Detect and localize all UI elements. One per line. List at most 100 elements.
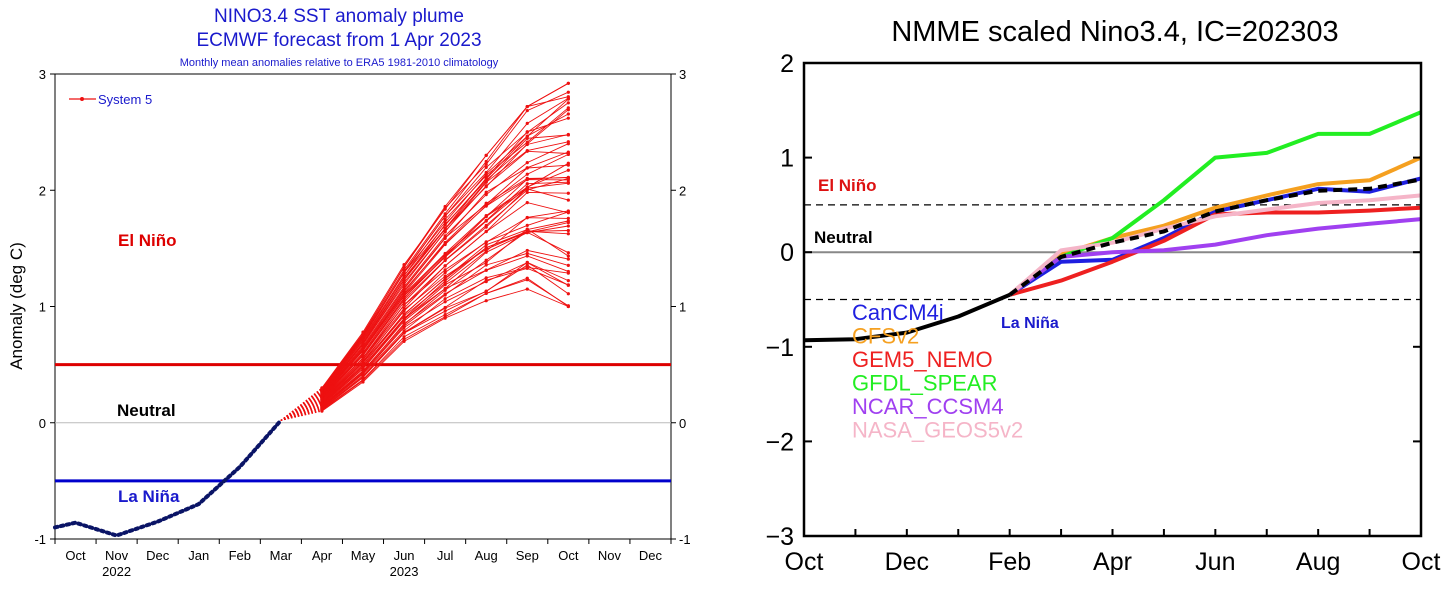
ensemble-point <box>525 185 529 189</box>
ensemble-point <box>443 242 447 246</box>
ensemble-point <box>566 211 570 215</box>
ensemble-point <box>443 315 447 319</box>
left-la-nina-label: La Niña <box>118 487 180 506</box>
ensemble-point <box>566 95 570 99</box>
left-note: Monthly mean anomalies relative to ERA5 … <box>180 57 499 69</box>
ensemble-point <box>525 251 529 256</box>
right-axis-ticks: −3 −2 −1 0 1 2 Oct Dec Feb Apr Jun Aug Oct <box>765 50 1440 576</box>
ensemble-point <box>443 268 447 272</box>
ensemble-point <box>484 263 488 267</box>
ensemble-point <box>525 190 529 195</box>
ensemble-point <box>525 134 529 138</box>
left-month-label: Oct <box>65 548 86 563</box>
ensemble-point <box>443 264 447 268</box>
ensemble-point <box>566 263 570 267</box>
ensemble-point <box>566 198 570 202</box>
right-y-tick-label: −1 <box>765 334 794 362</box>
ensemble-point <box>566 116 570 120</box>
ensemble-point <box>566 81 570 85</box>
ensemble-point <box>566 178 570 182</box>
legend-system5: System 5 <box>98 92 152 107</box>
left-month-label: Oct <box>558 548 579 563</box>
ensemble-point <box>484 218 488 223</box>
ensemble-point <box>443 281 447 286</box>
ensemble-point <box>566 304 570 308</box>
left-observed-series <box>53 418 283 538</box>
ensemble-point <box>402 303 406 307</box>
ensemble-point <box>484 299 488 303</box>
right-x-tick-label: Oct <box>1402 548 1441 576</box>
ensemble-point <box>484 268 488 272</box>
left-month-label: Jan <box>188 548 209 563</box>
right-y-tick-label: 1 <box>780 145 794 173</box>
left-y-tick-label-right: 0 <box>679 416 686 431</box>
ensemble-point <box>566 191 570 195</box>
ensemble-point <box>484 170 488 175</box>
observed-line <box>53 418 283 538</box>
ensemble-point <box>443 286 447 291</box>
ensemble-point <box>566 228 570 233</box>
ensemble-point <box>402 337 406 341</box>
ensemble-point <box>566 140 570 144</box>
ensemble-point <box>525 166 529 170</box>
ensemble-point <box>525 108 529 113</box>
model-line-gfdl_spear <box>1008 110 1422 297</box>
right-x-tick-label: Aug <box>1296 548 1340 576</box>
ensemble-point <box>566 251 570 255</box>
ensemble-point <box>484 258 488 262</box>
model-line-nasa_geos5v2 <box>1008 193 1422 297</box>
left-y-tick-label-right: -1 <box>679 532 691 547</box>
ensemble-point <box>484 276 488 280</box>
left-y-tick-label-right: 3 <box>679 67 686 82</box>
ensemble-point <box>402 335 406 339</box>
ensemble-point <box>402 306 406 310</box>
ensemble-point <box>525 172 529 176</box>
ensemble-point <box>525 278 529 282</box>
left-legend: System 5 <box>69 92 152 107</box>
left-subtitle: ECMWF forecast from 1 Apr 2023 <box>196 30 481 51</box>
ensemble-point <box>525 287 529 291</box>
ensemble-point <box>566 257 570 261</box>
ensemble-point <box>402 263 406 267</box>
right-neutral-label: Neutral <box>814 228 873 247</box>
right-y-tick-label: 2 <box>780 50 794 78</box>
ensemble-point <box>443 309 447 313</box>
ensemble-point <box>443 277 447 281</box>
ensemble-point <box>402 329 406 333</box>
ensemble-point <box>566 224 570 228</box>
legend-entry-gem5_nemo: GEM5_NEMO <box>852 347 993 372</box>
ensemble-point <box>484 190 488 194</box>
ensemble-point <box>484 177 488 181</box>
left-month-label: Dec <box>146 548 170 563</box>
ensemble-point <box>443 270 447 275</box>
ensemble-point <box>566 112 570 116</box>
left-month-label: Dec <box>639 548 663 563</box>
right-legend: CanCM4iCFSv2GEM5_NEMOGFDL_SPEARNCAR_CCSM… <box>852 300 1023 443</box>
ensemble-point <box>566 106 570 110</box>
left-neutral-label: Neutral <box>117 401 176 420</box>
ensemble-point <box>484 260 488 265</box>
ensemble-point <box>525 178 529 182</box>
ensemble-point <box>484 229 488 233</box>
ensemble-point <box>402 322 406 327</box>
right-el-nino-label: El Niño <box>818 176 877 195</box>
ensemble-point <box>525 182 529 186</box>
ensemble-point <box>443 234 447 238</box>
ensemble-point <box>525 104 529 109</box>
left-y-tick-label-right: 2 <box>679 183 686 198</box>
observed-line <box>803 292 1011 343</box>
ensemble-point <box>443 251 447 256</box>
left-y-tick-label: -1 <box>34 532 46 547</box>
ensemble-point <box>443 220 447 224</box>
ensemble-point <box>525 260 529 265</box>
ensemble-point <box>484 193 488 197</box>
ensemble-point <box>566 279 570 283</box>
ensemble-point <box>402 316 406 321</box>
ensemble-point <box>443 297 447 301</box>
left-y-tick-label: 2 <box>39 183 46 198</box>
ensemble-point <box>525 161 529 165</box>
ensemble-point <box>566 90 570 94</box>
ensemble-point <box>484 165 488 169</box>
ensemble-point <box>484 240 488 244</box>
ensemble-point <box>525 140 529 144</box>
